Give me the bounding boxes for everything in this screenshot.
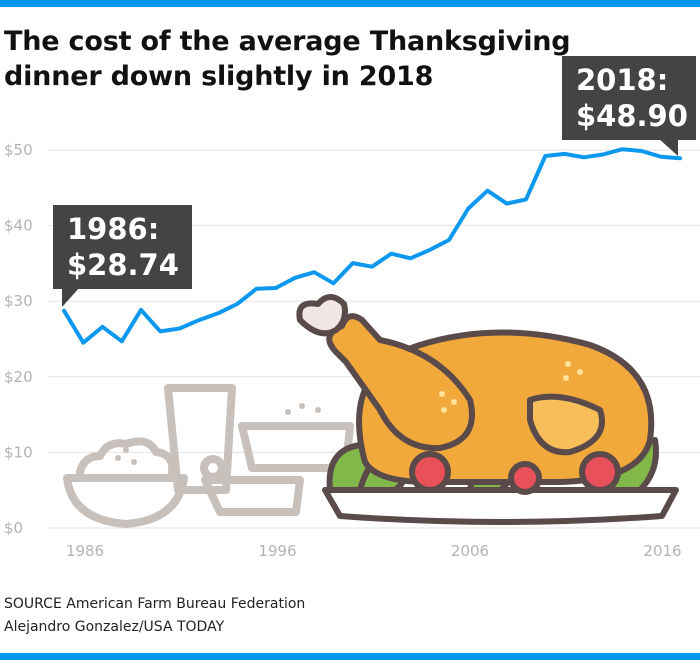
- potato-dots: [115, 403, 321, 465]
- turkey-illustration: [296, 294, 679, 525]
- y-tick-label: $20: [4, 368, 33, 386]
- callout-pointer-1986: [62, 287, 80, 307]
- y-tick-label: $50: [4, 141, 33, 159]
- source-note: SOURCE American Farm Bureau Federation: [4, 596, 306, 612]
- callout-1986-value: $28.74: [67, 248, 179, 282]
- callout-2018-year: 2018:: [576, 63, 669, 97]
- x-tick-label: 2006: [451, 542, 489, 560]
- bottom-accent-bar: [0, 653, 700, 660]
- credit-note: Alejandro Gonzalez/USA TODAY: [4, 619, 225, 635]
- x-axis-tick-labels: 1986 1996 2006 2016: [66, 542, 682, 560]
- y-tick-label: $40: [4, 217, 33, 235]
- callout-pointer-2018: [658, 138, 678, 156]
- y-tick-label: $30: [4, 292, 33, 310]
- x-tick-label: 1996: [258, 542, 296, 560]
- turkey-highlights: [439, 361, 583, 413]
- top-accent-bar: [0, 0, 700, 7]
- chart-title: The cost of the average Thanksgiving din…: [4, 26, 571, 92]
- callout-2018: 2018: $48.90: [562, 56, 696, 140]
- x-tick-label: 2016: [643, 542, 681, 560]
- callout-1986: 1986: $28.74: [53, 205, 192, 289]
- y-tick-label: $0: [4, 519, 23, 537]
- series-points: [63, 149, 681, 343]
- callout-2018-value: $48.90: [576, 99, 688, 133]
- callout-1986-year: 1986:: [67, 212, 160, 246]
- line-chart: $0 $10 $20 $30 $40 $50 1986 1996 2006 2016: [4, 138, 700, 560]
- y-tick-label: $10: [4, 443, 33, 461]
- side-dishes-illustration: [63, 384, 354, 528]
- x-tick-label: 1986: [66, 542, 104, 560]
- y-axis-tick-labels: $0 $10 $20 $30 $40 $50: [4, 141, 33, 537]
